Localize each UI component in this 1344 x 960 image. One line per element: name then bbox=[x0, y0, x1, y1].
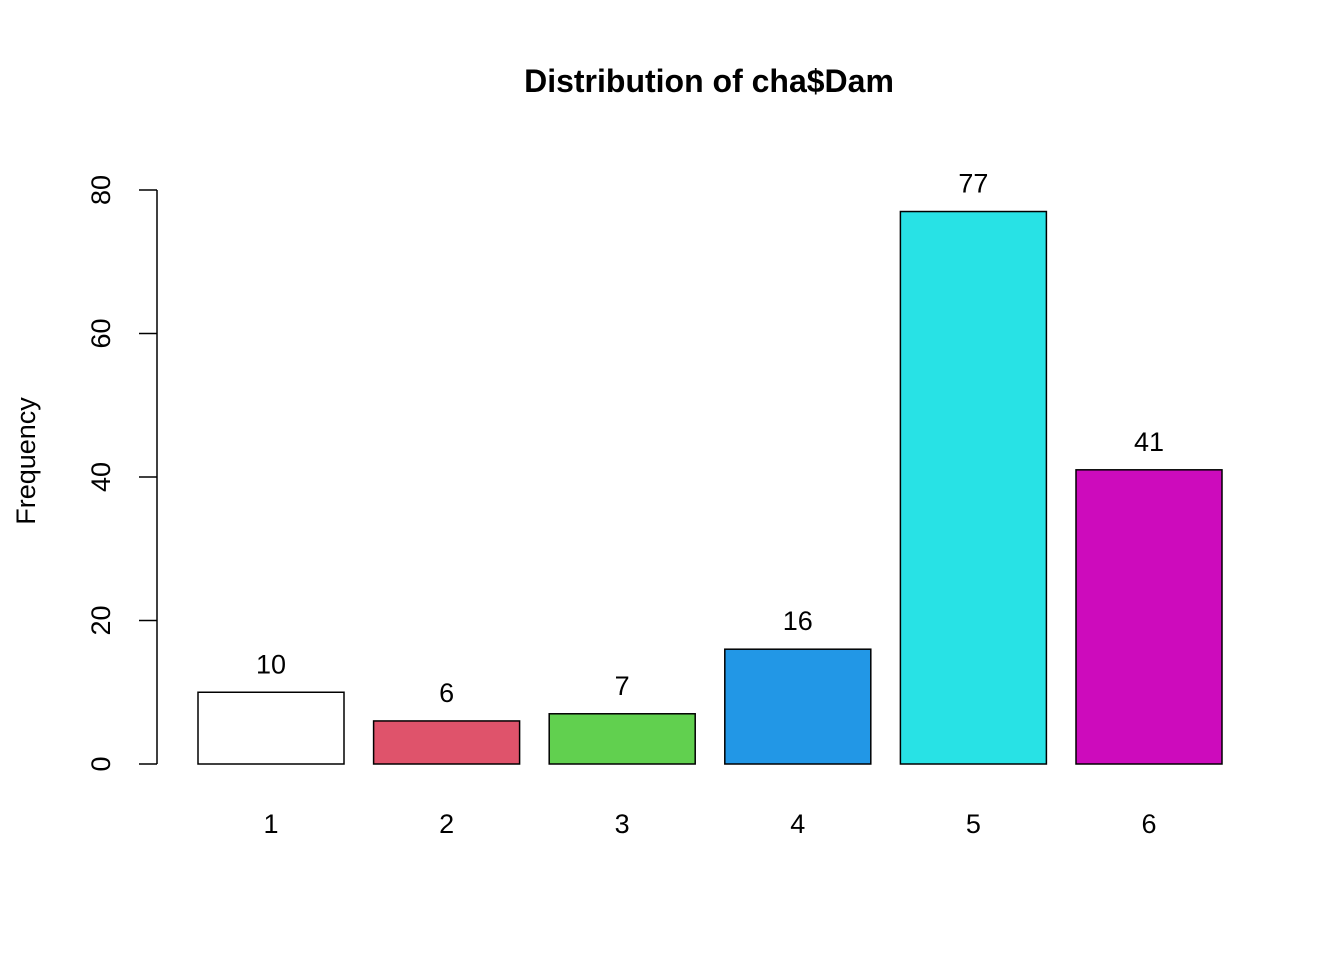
bar-4 bbox=[724, 648, 872, 765]
bar-2 bbox=[372, 720, 521, 765]
y-tick-label: 60 bbox=[86, 318, 116, 348]
data-labels-group: 10 6 7 16 77 41 bbox=[256, 169, 1164, 708]
y-axis: 0 20 40 60 80 bbox=[86, 175, 158, 772]
data-label: 7 bbox=[615, 671, 630, 701]
y-tick-label: 20 bbox=[86, 605, 116, 635]
y-axis-label: Frequency bbox=[11, 397, 41, 525]
x-tick-label: 4 bbox=[790, 809, 805, 839]
x-tick-label: 3 bbox=[615, 809, 630, 839]
data-label: 77 bbox=[958, 169, 988, 199]
y-tick-label: 80 bbox=[86, 175, 116, 205]
bar-3 bbox=[548, 713, 696, 765]
data-label: 6 bbox=[439, 678, 454, 708]
x-tick-label: 1 bbox=[263, 809, 278, 839]
bar-5 bbox=[899, 210, 1048, 765]
data-label: 10 bbox=[256, 649, 286, 679]
bar-1 bbox=[197, 691, 345, 765]
x-tick-label: 5 bbox=[966, 809, 981, 839]
data-label: 41 bbox=[1134, 427, 1164, 457]
bar-6 bbox=[1075, 469, 1223, 765]
x-tick-labels-group: 1 2 3 4 5 6 bbox=[263, 809, 1156, 839]
y-tick-label: 40 bbox=[86, 462, 116, 492]
x-tick-label: 2 bbox=[439, 809, 454, 839]
y-tick-label: 0 bbox=[86, 756, 116, 771]
data-label: 16 bbox=[783, 606, 813, 636]
chart-title: Distribution of cha$Dam bbox=[524, 63, 894, 99]
x-tick-label: 6 bbox=[1141, 809, 1156, 839]
bars-group bbox=[197, 210, 1223, 765]
